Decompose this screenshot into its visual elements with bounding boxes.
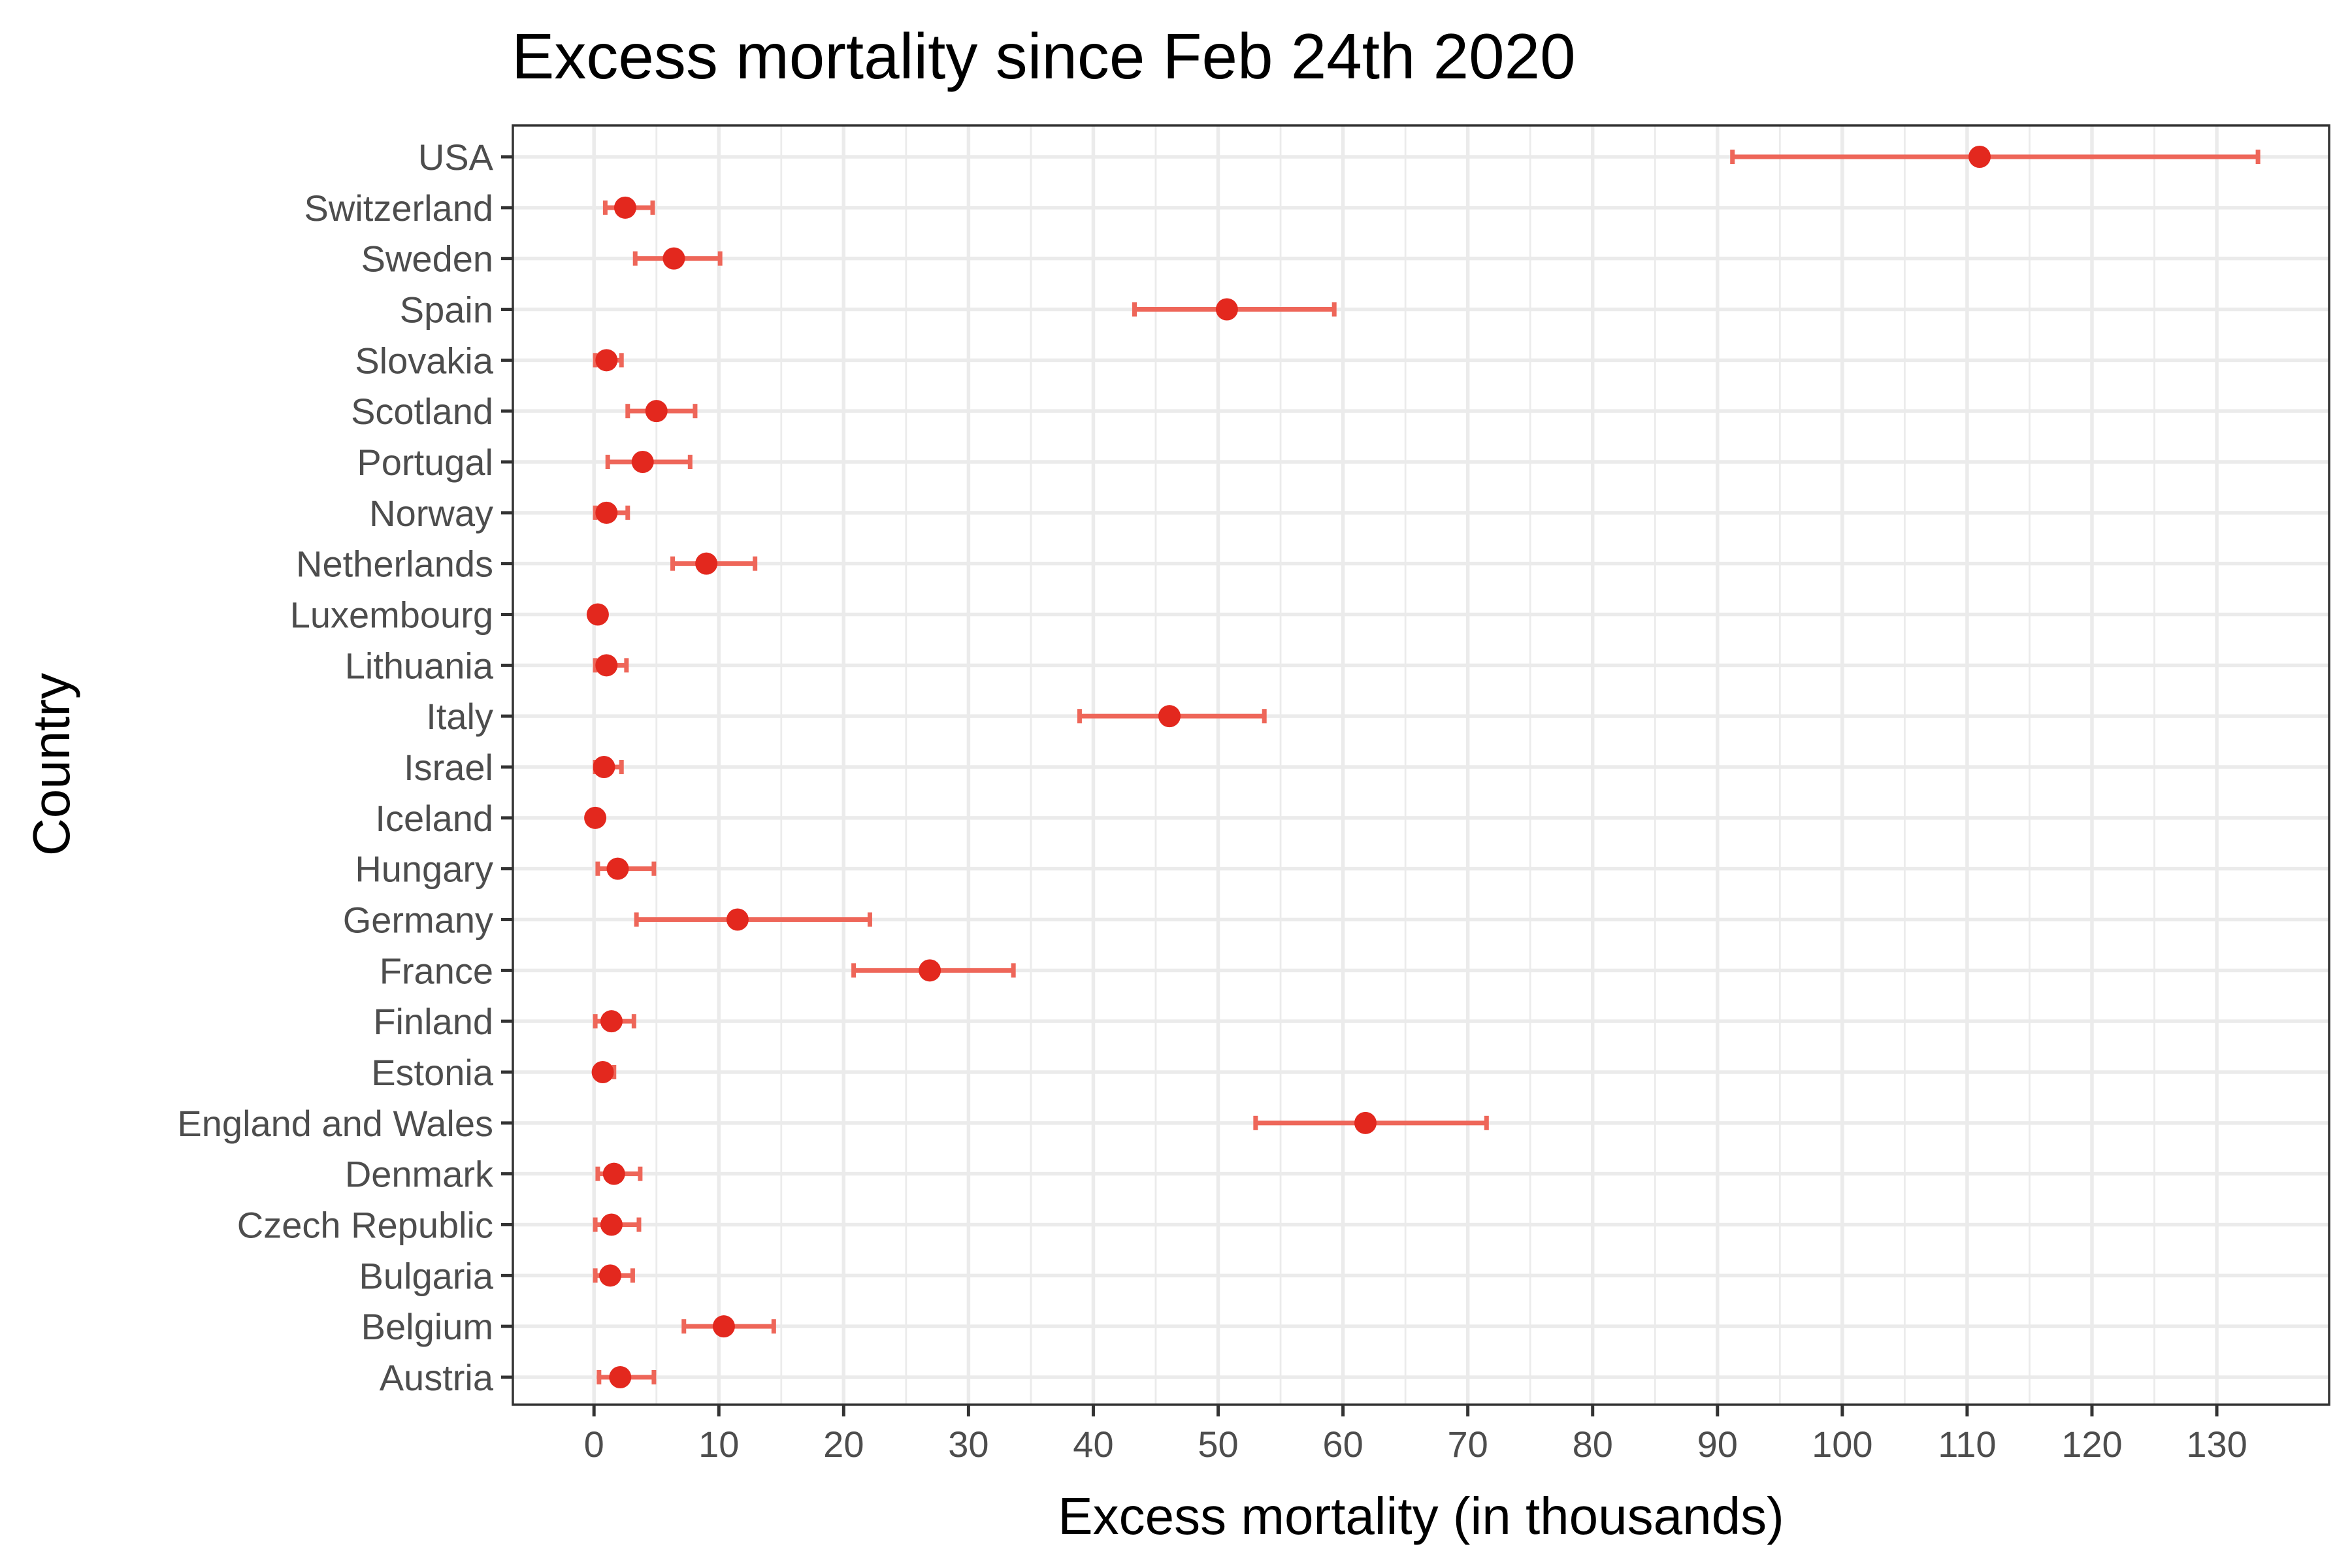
y-tick-label: France xyxy=(380,950,493,991)
y-tick-label: Germany xyxy=(343,900,493,941)
x-tick-label: 120 xyxy=(2061,1424,2122,1465)
y-tick-label: Estonia xyxy=(371,1052,494,1093)
x-tick-label: 80 xyxy=(1573,1424,1613,1465)
y-tick-label: Hungary xyxy=(355,849,493,890)
data-point xyxy=(606,857,629,880)
y-tick-label: Czech Republic xyxy=(237,1205,493,1246)
data-point xyxy=(595,349,618,372)
data-point xyxy=(726,908,749,931)
y-tick-label: Austria xyxy=(380,1357,494,1398)
y-tick-label: England and Wales xyxy=(177,1103,493,1144)
x-tick-label: 70 xyxy=(1448,1424,1488,1465)
data-point xyxy=(584,806,607,829)
y-tick-label: USA xyxy=(418,137,494,178)
x-tick-label: 10 xyxy=(698,1424,739,1465)
data-point xyxy=(1968,146,1991,168)
data-point xyxy=(591,1061,614,1083)
y-tick-label: Sweden xyxy=(361,238,493,280)
x-tick-label: 50 xyxy=(1198,1424,1238,1465)
data-point xyxy=(645,400,668,423)
plot-area: 0 10 20 30 40 50 60 70 80 90 100 110 120 130 USA Switze… xyxy=(177,124,2330,1465)
y-tick-label: Luxembourg xyxy=(290,595,493,636)
data-point xyxy=(662,247,685,270)
y-tick-label: Bulgaria xyxy=(359,1255,494,1296)
y-tick-label: Slovakia xyxy=(355,340,494,381)
y-tick-label: Switzerland xyxy=(304,188,493,229)
y-tick-label: Spain xyxy=(400,289,493,331)
data-point xyxy=(631,451,654,473)
data-point xyxy=(586,603,609,626)
x-tick-label: 130 xyxy=(2186,1424,2247,1465)
y-tick-label: Lithuania xyxy=(345,645,494,686)
x-axis-title: Excess mortality (in thousands) xyxy=(1058,1487,1784,1545)
data-point xyxy=(613,196,636,219)
data-point xyxy=(593,756,615,778)
x-tick-label: 110 xyxy=(1938,1424,1996,1465)
data-point xyxy=(599,1264,622,1287)
y-tick-label: Israel xyxy=(404,747,493,788)
data-point xyxy=(602,1162,625,1185)
data-point xyxy=(695,552,718,575)
y-tick-label: Norway xyxy=(369,493,493,534)
data-point xyxy=(919,959,941,982)
x-tick-label: 60 xyxy=(1322,1424,1363,1465)
data-point xyxy=(595,501,618,524)
y-tick-label: Italy xyxy=(426,696,493,737)
data-point xyxy=(600,1010,623,1033)
x-tick-label: 20 xyxy=(823,1424,864,1465)
x-tick-label: 0 xyxy=(584,1424,604,1465)
data-point xyxy=(1354,1111,1377,1134)
y-tick-label: Denmark xyxy=(345,1154,494,1195)
data-point xyxy=(609,1366,632,1388)
chart-title: Excess mortality since Feb 24th 2020 xyxy=(512,20,1576,92)
y-tick-label: Belgium xyxy=(361,1306,493,1347)
y-tick-label: Scotland xyxy=(351,391,493,432)
x-tick-label: 100 xyxy=(1812,1424,1872,1465)
x-tick-label: 30 xyxy=(948,1424,988,1465)
data-point xyxy=(595,654,618,677)
data-point xyxy=(600,1213,623,1236)
y-tick-label: Portugal xyxy=(357,442,493,483)
y-tick-label: Iceland xyxy=(375,798,493,839)
data-point xyxy=(712,1315,735,1338)
y-tick-label: Netherlands xyxy=(296,544,493,585)
x-tick-label: 90 xyxy=(1697,1424,1738,1465)
x-tick-label: 40 xyxy=(1073,1424,1113,1465)
y-axis-title: Country xyxy=(22,673,80,856)
y-tick-label: Finland xyxy=(373,1001,493,1042)
panel-border xyxy=(512,124,2330,1406)
data-point xyxy=(1158,705,1181,728)
data-point xyxy=(1215,298,1238,321)
